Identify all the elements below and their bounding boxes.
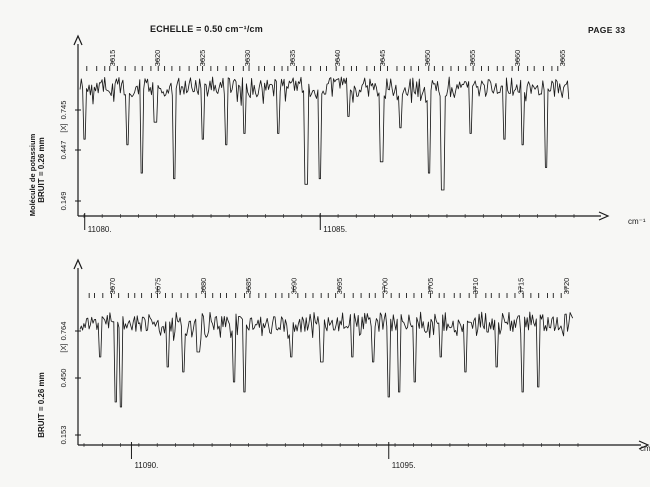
panel-bottom-line-index-label: 3715 bbox=[517, 278, 526, 295]
panel-bottom-y-tick-label: 0.153 bbox=[59, 426, 68, 445]
panel-bottom-x-tick-label: 11095. bbox=[392, 461, 416, 470]
panel-bottom-x-unit-label: cm⁻¹ bbox=[640, 444, 650, 453]
panel-top-line-index-label: 3620 bbox=[153, 50, 162, 67]
panel-bottom-line-index-label: 3690 bbox=[290, 278, 299, 295]
page-number: PAGE 33 bbox=[588, 25, 626, 35]
panel-bottom-y-axis-title: BRUIT = 0.26 mm bbox=[37, 372, 46, 438]
panel-top-x-tick-label: 11085. bbox=[323, 225, 347, 234]
panel-bottom-spectrum-trace bbox=[79, 311, 574, 408]
panel-bottom-line-index-label: 3695 bbox=[335, 278, 344, 295]
panel-top-line-index-label: 3660 bbox=[513, 50, 522, 67]
panel-top-line-index-label: 3640 bbox=[333, 50, 342, 67]
panel-top-y-axis-title: BRUIT = 0.26 mm bbox=[37, 137, 46, 203]
panel-top-x-axis-arrow bbox=[598, 211, 610, 221]
panel-bottom-line-index-label: 3685 bbox=[244, 278, 253, 295]
panel-top-line-index-label: 3625 bbox=[198, 50, 207, 67]
panel-bottom-y-axis-extra: [X] bbox=[59, 343, 68, 352]
panel-top-line-index-label: 3635 bbox=[288, 50, 297, 67]
panel-top-y-axis-extra: [X] bbox=[59, 123, 68, 132]
scale-label: ECHELLE = 0.50 cm⁻¹/cm bbox=[150, 24, 263, 34]
panel-bottom-line-index-label: 3705 bbox=[426, 278, 435, 295]
panel-top-y-axis-arrow bbox=[73, 34, 83, 46]
panel-top-line-index-label: 3645 bbox=[378, 50, 387, 67]
panel-bottom-y-tick-label: 0.764 bbox=[59, 322, 68, 341]
panel-bottom-line-index-label: 3675 bbox=[153, 278, 162, 295]
panel-top-line-index-label: 3630 bbox=[243, 50, 252, 67]
panel-bottom-line-index-label: 3670 bbox=[108, 278, 117, 295]
panel-top-y-tick-label: 0.745 bbox=[59, 101, 68, 120]
panel-bottom-y-axis-arrow bbox=[73, 258, 83, 270]
panel-top-y-tick-label: 0.149 bbox=[59, 192, 68, 211]
panel-top-y-tick-label: 0.447 bbox=[59, 141, 68, 160]
molecule-label: Molécule de potassium bbox=[28, 133, 37, 216]
panel-top-line-index-label: 3665 bbox=[558, 50, 567, 67]
panel-bottom-line-index-label: 3710 bbox=[471, 278, 480, 295]
panel-top-line-index-label: 3650 bbox=[423, 50, 432, 67]
panel-top-line-index-label: 3655 bbox=[468, 50, 477, 67]
panel-bottom-x-tick-label: 11090. bbox=[134, 461, 158, 470]
panel-top-x-tick-label: 11080. bbox=[88, 225, 112, 234]
panel-bottom-x-axis-arrow bbox=[638, 440, 650, 450]
panel-bottom-line-index-label: 3700 bbox=[380, 278, 389, 295]
panel-top-spectrum-trace bbox=[79, 76, 570, 191]
panel-bottom-y-tick-label: 0.450 bbox=[59, 369, 68, 388]
panel-top-line-index-label: 3615 bbox=[108, 50, 117, 67]
panel-bottom-line-index-label: 3680 bbox=[199, 278, 208, 295]
panel-top-x-unit-label: cm⁻¹ bbox=[628, 217, 646, 226]
panel-bottom-line-index-label: 3720 bbox=[562, 278, 571, 295]
